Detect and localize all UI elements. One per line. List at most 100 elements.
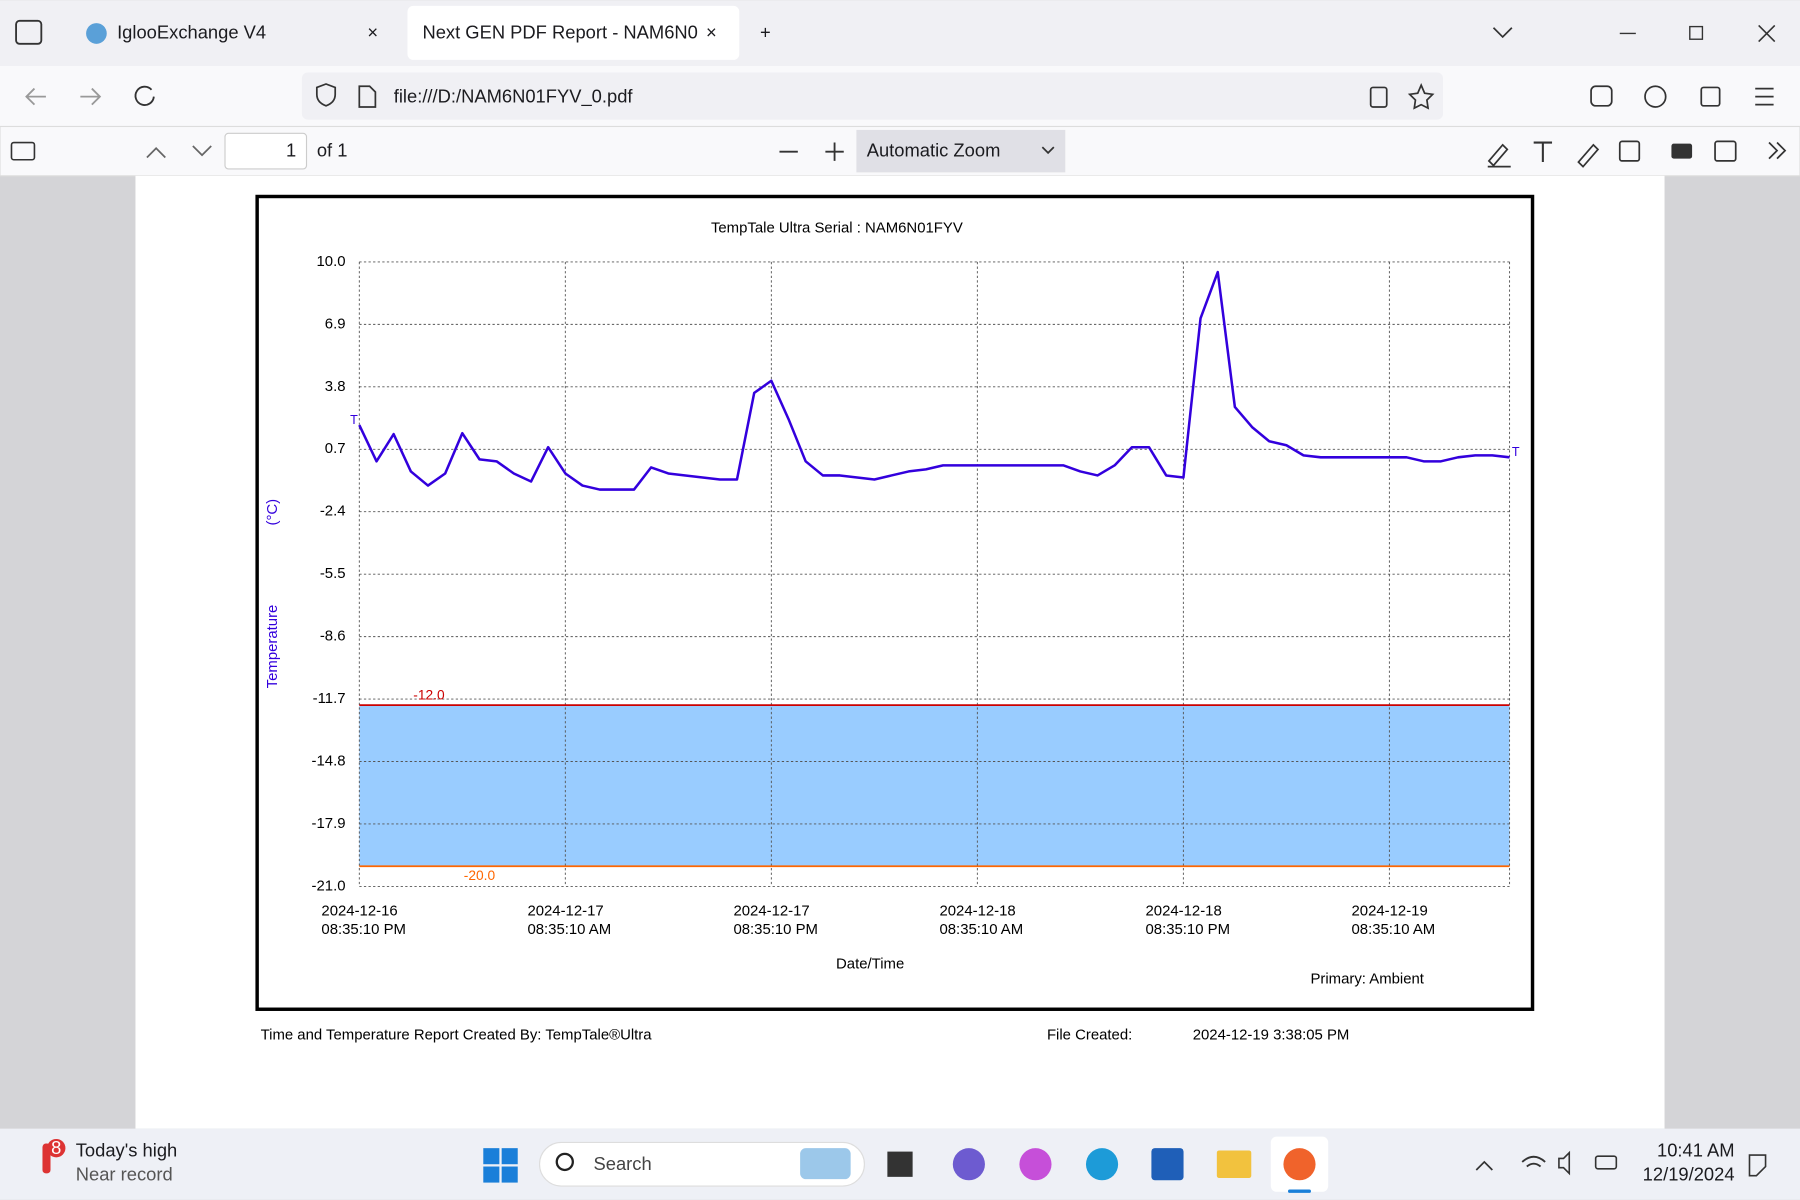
x-tick-label: 08:35:10 PM xyxy=(321,921,406,938)
image-tool[interactable] xyxy=(1618,140,1641,162)
y-tick-label: -14.8 xyxy=(312,752,346,769)
file-icon xyxy=(358,85,377,108)
draw-tool[interactable] xyxy=(1577,143,1600,168)
active-tab[interactable] xyxy=(407,5,740,60)
shield-icon[interactable] xyxy=(315,83,337,107)
store[interactable] xyxy=(1151,1148,1184,1181)
tab-title[interactable]: IglooExchange V4 xyxy=(117,21,266,42)
y-tick-label: -11.7 xyxy=(313,690,346,707)
x-tick-label: 2024-12-19 xyxy=(1352,903,1428,920)
x-tick-label: 08:35:10 AM xyxy=(1352,921,1436,938)
zoom-arrow xyxy=(1041,146,1055,155)
copilot[interactable] xyxy=(1019,1148,1052,1181)
y-axis-label: Temperature xyxy=(264,605,281,689)
tab-overflow[interactable] xyxy=(1492,27,1513,39)
x-tick-label: 08:35:10 PM xyxy=(733,921,818,938)
weather-sub[interactable]: Near record xyxy=(76,1164,173,1185)
x-tick-label: 2024-12-18 xyxy=(939,903,1015,920)
extensions[interactable] xyxy=(1700,86,1721,107)
report-created-by: Time and Temperature Report Created By: … xyxy=(261,1027,653,1044)
y-tick-label: 10.0 xyxy=(317,253,346,270)
print[interactable] xyxy=(1671,143,1693,159)
zoom-value[interactable]: Automatic Zoom xyxy=(867,140,1001,161)
zoom-select[interactable] xyxy=(856,129,1066,173)
x-tick-label: 08:35:10 PM xyxy=(1145,921,1230,938)
file-created-label: File Created: xyxy=(1047,1027,1132,1044)
legend-entry: Primary: Ambient xyxy=(1310,970,1424,987)
text-tool[interactable] xyxy=(1533,141,1553,163)
start-marker: T xyxy=(350,413,358,427)
search-icon xyxy=(555,1152,574,1172)
menu[interactable] xyxy=(1755,87,1774,106)
active-indicator xyxy=(1288,1189,1311,1193)
url-bar[interactable] xyxy=(301,72,1443,120)
x-tick-label: 08:35:10 AM xyxy=(939,921,1023,938)
account[interactable] xyxy=(1644,85,1667,108)
reload[interactable] xyxy=(134,85,155,106)
more-tools[interactable] xyxy=(1768,141,1787,160)
url[interactable]: file:///D:/NAM6N01FYV_0.pdf xyxy=(394,86,634,108)
tab-title[interactable]: Next GEN PDF Report - NAM6N01F xyxy=(422,21,719,42)
chart-title: TempTale Ultra Serial : NAM6N01FYV xyxy=(711,220,963,237)
y-axis-unit: (°C) xyxy=(264,499,281,526)
chart-frame xyxy=(255,194,1535,1011)
end-marker: T xyxy=(1512,445,1520,459)
tab-list-icon[interactable] xyxy=(15,19,43,45)
y-tick-label: -8.6 xyxy=(320,628,346,645)
limit-label: -12.0 xyxy=(413,688,445,703)
start-button[interactable] xyxy=(483,1148,518,1183)
tab-close[interactable]: × xyxy=(706,21,717,42)
x-axis-label: Date/Time xyxy=(836,955,904,972)
volume[interactable] xyxy=(1558,1150,1571,1176)
teams[interactable] xyxy=(952,1148,985,1181)
notifications[interactable] xyxy=(1748,1154,1767,1177)
y-tick-label: -5.5 xyxy=(320,565,346,582)
limit-band xyxy=(359,705,1510,867)
weather-title[interactable]: Today's high xyxy=(76,1139,178,1160)
back[interactable] xyxy=(25,87,46,106)
sidebar-toggle[interactable] xyxy=(10,141,36,161)
search-box[interactable] xyxy=(538,1141,865,1187)
save[interactable] xyxy=(1714,140,1737,162)
y-tick-label: 0.7 xyxy=(325,440,346,457)
y-tick-label: -2.4 xyxy=(320,503,346,520)
x-tick-label: 08:35:10 AM xyxy=(527,921,611,938)
pocket[interactable] xyxy=(1590,85,1613,107)
search-placeholder[interactable]: Search xyxy=(593,1153,651,1174)
new-tab[interactable]: + xyxy=(760,21,771,42)
tray-overflow[interactable] xyxy=(1475,1160,1493,1171)
bookmark[interactable] xyxy=(1407,82,1435,110)
page-number[interactable]: 1 xyxy=(286,140,296,161)
prev-page[interactable] xyxy=(146,147,166,159)
y-tick-label: 6.9 xyxy=(325,315,346,332)
series-line xyxy=(358,270,1510,491)
wifi[interactable] xyxy=(1521,1155,1546,1168)
close-window[interactable] xyxy=(1758,24,1776,43)
tab-close[interactable]: × xyxy=(367,21,378,42)
task-view[interactable] xyxy=(887,1151,913,1177)
chart: TempTale Ultra Serial : NAM6N01FYV Tempe… xyxy=(264,220,1520,988)
x-tick-label: 2024-12-17 xyxy=(527,903,603,920)
reader-view[interactable] xyxy=(1369,86,1388,108)
next-page[interactable] xyxy=(192,145,212,157)
limit-label: -20.0 xyxy=(464,868,496,883)
edge[interactable] xyxy=(1085,1148,1119,1181)
x-tick-label: 2024-12-16 xyxy=(321,903,397,920)
tab-favicon xyxy=(86,23,107,44)
file-created: 2024-12-19 3:38:05 PM xyxy=(1193,1027,1350,1044)
forward[interactable] xyxy=(80,87,102,106)
firefox[interactable] xyxy=(1283,1148,1316,1181)
explorer[interactable] xyxy=(1216,1150,1252,1178)
page-input[interactable] xyxy=(224,132,308,170)
y-tick-label: -21.0 xyxy=(312,877,346,894)
clock-date[interactable]: 12/19/2024 xyxy=(1643,1164,1735,1185)
highlight-tool[interactable] xyxy=(1487,143,1511,168)
clock-time[interactable]: 10:41 AM xyxy=(1657,1139,1735,1160)
page-count: of 1 xyxy=(317,140,348,161)
zoom-in[interactable] xyxy=(825,142,844,161)
battery[interactable] xyxy=(1594,1155,1618,1170)
search-highlight[interactable] xyxy=(800,1148,851,1180)
restore[interactable] xyxy=(1689,25,1704,40)
tab-fade xyxy=(697,16,726,51)
